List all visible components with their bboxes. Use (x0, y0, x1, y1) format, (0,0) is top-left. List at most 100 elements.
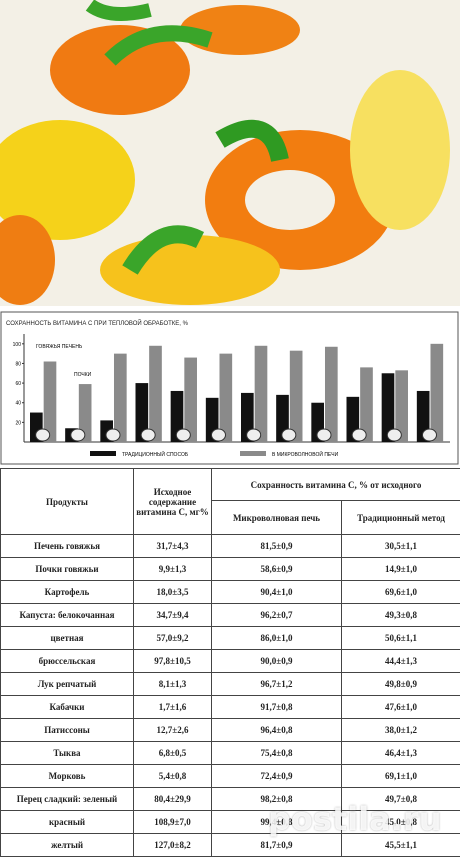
product-icon (35, 428, 51, 442)
green-peel (104, 25, 213, 66)
table-row: цветная 57,0±9,2 86,0±1,0 50,6±1,1 (0, 626, 460, 650)
table-cell: 12,7±2,6 (133, 718, 212, 742)
peel (50, 25, 190, 115)
peel (245, 170, 335, 230)
table-row: Морковь 5,4±0,8 72,4±0,9 69,1±1,0 (0, 764, 460, 788)
bar (381, 373, 395, 442)
table-cell: 91,7±0,8 (211, 695, 342, 719)
table-cell: 31,7±4,3 (133, 534, 212, 558)
data-table: Продукты Исходное содержание витамина С, … (0, 468, 460, 857)
table-cell: 80,4±29,9 (133, 787, 212, 811)
bar (430, 343, 444, 442)
bar (78, 384, 92, 442)
table-cell: Микроволновая печь (211, 500, 342, 535)
table-cell: 57,0±9,2 (133, 626, 212, 650)
legend-label: В МИКРОВОЛНОВОЙ ПЕЧИ (272, 450, 339, 458)
table-cell: 98,2±0,8 (211, 787, 342, 811)
product-icon (246, 428, 262, 442)
bar (149, 345, 162, 442)
table-cell: Продукты (0, 468, 134, 535)
table-cell: 81,7±0,9 (211, 833, 342, 857)
table-row: Капуста: белокочанная 34,7±9,4 96,2±0,7 49,… (0, 603, 460, 627)
table-cell: 108,9±7,0 (133, 810, 212, 834)
bar (135, 383, 149, 442)
table-cell: 44,4±1,3 (341, 649, 460, 673)
table-row: Печень говяжья 31,7±4,3 81,5±0,9 30,5±1,1 (0, 534, 460, 558)
bar (395, 370, 408, 442)
table-cell: 69,1±1,0 (341, 764, 460, 788)
table-cell: красный (0, 810, 134, 834)
bar (219, 353, 233, 442)
table-cell: 8,1±1,3 (133, 672, 212, 696)
bar (360, 367, 373, 442)
product-icon (421, 428, 437, 442)
table-cell: Кабачки (0, 695, 134, 719)
photo (0, 0, 460, 306)
table-row: брюссельская 97,8±10,5 90,0±0,9 44,4±1,3 (0, 649, 460, 673)
table-cell: брюссельская (0, 649, 134, 673)
table-row: Кабачки 1,7±1,6 91,7±0,8 47,6±1,0 (0, 695, 460, 719)
bar (43, 361, 57, 442)
product-icon (105, 428, 121, 442)
annotation: ПОЧКИ (74, 372, 92, 378)
table-cell: 9,9±1,3 (133, 557, 212, 581)
bar (113, 353, 127, 442)
peel (0, 120, 135, 240)
table-cell: 96,2±0,7 (211, 603, 342, 627)
table-cell: 49,3±0,8 (341, 603, 460, 627)
table-cell: 96,4±0,8 (211, 718, 342, 742)
product-icon (281, 428, 297, 442)
table-cell: желтый (0, 833, 134, 857)
y-tick-label: 80 (15, 361, 21, 367)
peel (0, 215, 55, 305)
table-cell: Сохранность витамина С, % от исходного (211, 468, 460, 501)
legend-swatch (90, 451, 116, 456)
table-cell: Картофель (0, 580, 134, 604)
table-cell: 47,6±1,0 (341, 695, 460, 719)
table-cell: Печень говяжья (0, 534, 134, 558)
table-cell: 81,5±0,9 (211, 534, 342, 558)
table-cell: 96,7±1,2 (211, 672, 342, 696)
table-cell: 97,8±10,5 (133, 649, 212, 673)
table-cell: Патиссоны (0, 718, 134, 742)
table-cell: 69,6±1,0 (341, 580, 460, 604)
product-icon (70, 428, 86, 442)
chart-title: СОХРАННОСТЬ ВИТАМИНА С ПРИ ТЕПЛОВОЙ ОБРА… (6, 319, 189, 327)
table-cell: 86,0±1,0 (211, 626, 342, 650)
watermark: postila.ru (268, 800, 442, 838)
table-cell: Морковь (0, 764, 134, 788)
table-cell: 46,4±1,3 (341, 741, 460, 765)
table-cell: 38,0±1,2 (341, 718, 460, 742)
y-tick-label: 40 (15, 401, 21, 407)
table-row: Патиссоны 12,7±2,6 96,4±0,8 38,0±1,2 (0, 718, 460, 742)
table-cell: 58,6±0,9 (211, 557, 342, 581)
peel (180, 5, 300, 55)
bar (289, 350, 303, 442)
table-cell: 14,9±1,0 (341, 557, 460, 581)
legend-label: ТРАДИЦИОННЫЙ СПОСОБ (122, 450, 189, 458)
product-icon (175, 428, 191, 442)
table-row: Лук репчатый 8,1±1,3 96,7±1,2 49,8±0,9 (0, 672, 460, 696)
table-cell: 30,5±1,1 (341, 534, 460, 558)
bar (254, 345, 268, 442)
product-icon (140, 428, 156, 442)
table-cell: 127,0±8,2 (133, 833, 212, 857)
table-cell: Традиционный метод (341, 500, 460, 535)
bar (324, 346, 338, 442)
table-cell: Исходное содержание витамина С, мг% (133, 468, 212, 535)
product-icon (316, 428, 332, 442)
table-cell: 90,0±0,9 (211, 649, 342, 673)
y-tick-label: 60 (15, 381, 21, 387)
table-cell: 45,5±1,1 (341, 833, 460, 857)
product-icon (210, 428, 226, 442)
table-cell: 90,4±1,0 (211, 580, 342, 604)
table-row: Перец сладкий: зеленый 80,4±29,9 98,2±0,8 4… (0, 787, 460, 811)
table-cell: 34,7±9,4 (133, 603, 212, 627)
table-cell: Почки говяжьи (0, 557, 134, 581)
legend-swatch (240, 451, 266, 456)
y-tick-label: 20 (15, 420, 21, 426)
product-icon (351, 428, 367, 442)
table-row: Почки говяжьи 9,9±1,3 58,6±0,9 14,9±1,0 (0, 557, 460, 581)
table-row: Микроволновая печь Традиционный метод (1, 500, 460, 535)
